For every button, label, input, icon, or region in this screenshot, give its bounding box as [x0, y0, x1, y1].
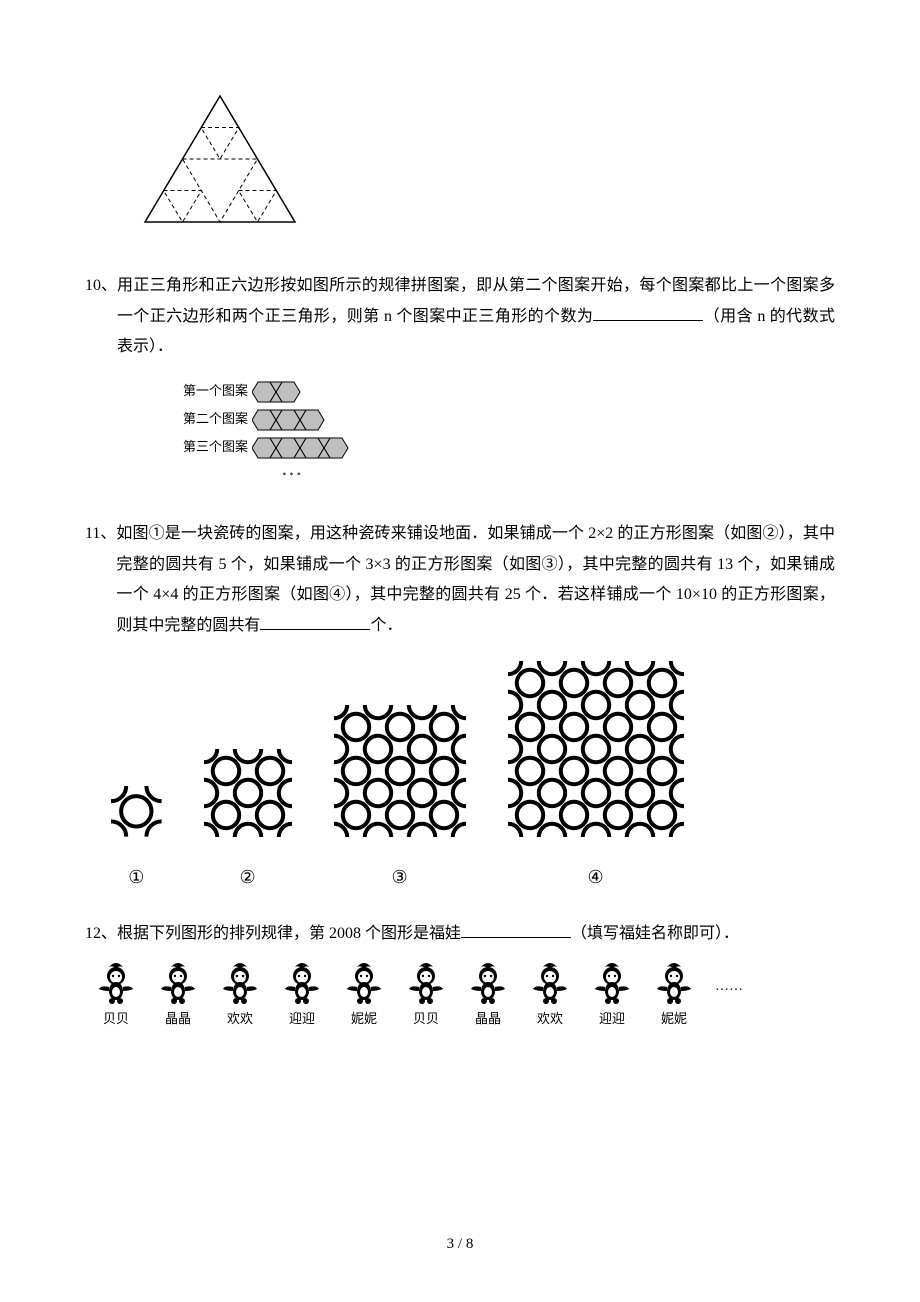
problem-12-body: 根据下列图形的排列规律，第 2008 个图形是福娃 （填写福娃名称即可）． [117, 919, 835, 949]
tile-grid [198, 743, 298, 843]
tile-grid [502, 655, 690, 843]
fuwa-item: 欢欢 [219, 961, 261, 1032]
problem-12-figure: 贝贝晶晶欢欢迎迎妮妮贝贝晶晶欢欢迎迎妮妮…… [95, 961, 835, 1032]
problem-12-tail: （填写福娃名称即可）． [571, 925, 739, 942]
fuwa-name: 贝贝 [405, 1007, 447, 1032]
tile-label: ① [105, 860, 168, 894]
hex-tri-strip [252, 407, 330, 433]
problem-11-text: 如图①是一块瓷砖的图案，用这种瓷砖来铺设地面．如果铺成一个 2×2 的正方形图案… [116, 525, 835, 633]
tile-label: ② [198, 860, 298, 894]
pattern-row-label: 第一个图案 [183, 379, 248, 404]
fuwa-icon [529, 961, 571, 1005]
fuwa-ellipsis: …… [715, 974, 743, 1019]
fuwa-name: 晶晶 [157, 1007, 199, 1032]
problem-11-tail: 个． [370, 617, 402, 634]
problem-11-blank [260, 611, 370, 630]
fuwa-item: 迎迎 [591, 961, 633, 1032]
fuwa-item: 妮妮 [343, 961, 385, 1032]
problem-11: 11、 如图①是一块瓷砖的图案，用这种瓷砖来铺设地面．如果铺成一个 2×2 的正… [85, 519, 835, 894]
pattern-row-label: 第二个图案 [183, 407, 248, 432]
fuwa-item: 晶晶 [467, 961, 509, 1032]
fuwa-icon [343, 961, 385, 1005]
problem-11-figure: ①②③④ [105, 655, 835, 895]
fuwa-name: 欢欢 [529, 1007, 571, 1032]
tile-item: ④ [502, 655, 690, 895]
pattern-ellipsis: ••• [183, 463, 403, 486]
tile-item: ① [105, 780, 168, 894]
tile-grid [328, 699, 472, 843]
fuwa-name: 贝贝 [95, 1007, 137, 1032]
tile-item: ② [198, 743, 298, 895]
problem-11-body: 如图①是一块瓷砖的图案，用这种瓷砖来铺设地面．如果铺成一个 2×2 的正方形图案… [116, 519, 835, 641]
pattern-row: 第二个图案 [183, 407, 403, 433]
fuwa-icon [653, 961, 695, 1005]
fuwa-icon [405, 961, 447, 1005]
fuwa-icon [95, 961, 137, 1005]
problem-10: 10、 用正三角形和正六边形按如图所示的规律拼图案，即从第二个图案开始，每个图案… [85, 271, 835, 495]
problem-12-text: 根据下列图形的排列规律，第 2008 个图形是福娃 [117, 925, 461, 942]
sierpinski-triangle-figure [135, 90, 835, 241]
problem-10-figure: 第一个图案第二个图案第三个图案 ••• [175, 373, 411, 496]
fuwa-item: 妮妮 [653, 961, 695, 1032]
fuwa-name: 妮妮 [343, 1007, 385, 1032]
fuwa-icon [219, 961, 261, 1005]
fuwa-icon [467, 961, 509, 1005]
tile-item: ③ [328, 699, 472, 895]
pattern-row: 第三个图案 [183, 435, 403, 461]
fuwa-name: 欢欢 [219, 1007, 261, 1032]
fuwa-name: 妮妮 [653, 1007, 695, 1032]
tile-grid [105, 780, 168, 843]
fuwa-icon [157, 961, 199, 1005]
problem-11-number: 11、 [85, 519, 116, 641]
fuwa-name: 迎迎 [281, 1007, 323, 1032]
tile-label: ③ [328, 860, 472, 894]
fuwa-name: 晶晶 [467, 1007, 509, 1032]
problem-10-blank [593, 302, 703, 321]
problem-12-blank [461, 919, 571, 938]
page-footer: 3 / 8 [0, 1230, 920, 1259]
problem-12: 12、 根据下列图形的排列规律，第 2008 个图形是福娃 （填写福娃名称即可）．… [85, 919, 835, 1032]
fuwa-item: 晶晶 [157, 961, 199, 1032]
fuwa-icon [591, 961, 633, 1005]
pattern-row-label: 第三个图案 [183, 435, 248, 460]
hex-tri-strip [252, 379, 306, 405]
hex-tri-strip [252, 435, 354, 461]
fuwa-item: 贝贝 [95, 961, 137, 1032]
fuwa-item: 迎迎 [281, 961, 323, 1032]
tile-label: ④ [502, 860, 690, 894]
fuwa-name: 迎迎 [591, 1007, 633, 1032]
fuwa-item: 欢欢 [529, 961, 571, 1032]
problem-10-number: 10、 [85, 271, 117, 362]
fuwa-item: 贝贝 [405, 961, 447, 1032]
fuwa-icon [281, 961, 323, 1005]
problem-12-number: 12、 [85, 919, 117, 949]
pattern-row: 第一个图案 [183, 379, 403, 405]
problem-10-body: 用正三角形和正六边形按如图所示的规律拼图案，即从第二个图案开始，每个图案都比上一… [117, 271, 835, 362]
